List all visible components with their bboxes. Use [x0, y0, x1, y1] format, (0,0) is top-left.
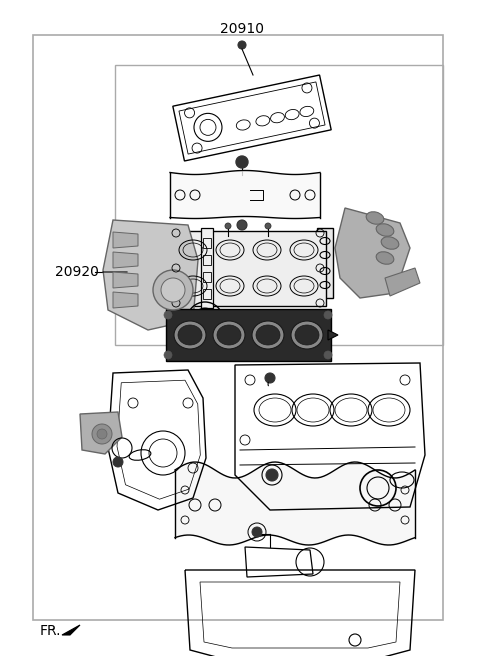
Ellipse shape — [366, 212, 384, 224]
Polygon shape — [201, 228, 213, 308]
Ellipse shape — [252, 321, 284, 349]
Ellipse shape — [174, 321, 206, 349]
Bar — [203, 238, 211, 248]
Ellipse shape — [381, 237, 399, 249]
Circle shape — [236, 156, 248, 168]
Polygon shape — [166, 309, 331, 361]
Circle shape — [252, 527, 262, 537]
Ellipse shape — [213, 321, 245, 349]
Circle shape — [164, 311, 172, 319]
Ellipse shape — [178, 325, 202, 345]
Polygon shape — [62, 625, 80, 635]
Circle shape — [97, 429, 107, 439]
Circle shape — [266, 469, 278, 481]
Polygon shape — [317, 228, 333, 298]
Polygon shape — [113, 272, 138, 288]
Circle shape — [92, 424, 112, 444]
Ellipse shape — [295, 325, 319, 345]
Text: 20920: 20920 — [55, 265, 99, 279]
Polygon shape — [103, 220, 198, 330]
Circle shape — [265, 223, 271, 229]
Circle shape — [237, 220, 247, 230]
Polygon shape — [113, 292, 138, 308]
Text: FR.: FR. — [40, 624, 61, 638]
Circle shape — [324, 311, 332, 319]
Ellipse shape — [376, 252, 394, 264]
Circle shape — [113, 457, 123, 467]
Circle shape — [238, 41, 246, 49]
Circle shape — [161, 278, 185, 302]
Circle shape — [265, 373, 275, 383]
Polygon shape — [385, 268, 420, 296]
Polygon shape — [170, 230, 325, 306]
Text: 20910: 20910 — [220, 22, 264, 36]
Bar — [115, 65, 443, 345]
Bar — [203, 255, 211, 265]
Circle shape — [153, 270, 193, 310]
Bar — [203, 272, 211, 282]
Bar — [203, 289, 211, 299]
Polygon shape — [113, 252, 138, 268]
Polygon shape — [80, 412, 122, 454]
Circle shape — [324, 351, 332, 359]
Polygon shape — [335, 208, 410, 298]
Bar — [33, 35, 443, 620]
Polygon shape — [113, 232, 138, 248]
Ellipse shape — [291, 321, 323, 349]
Ellipse shape — [256, 325, 280, 345]
Polygon shape — [328, 330, 338, 340]
Ellipse shape — [217, 325, 241, 345]
Circle shape — [225, 223, 231, 229]
Circle shape — [164, 351, 172, 359]
Ellipse shape — [376, 224, 394, 236]
